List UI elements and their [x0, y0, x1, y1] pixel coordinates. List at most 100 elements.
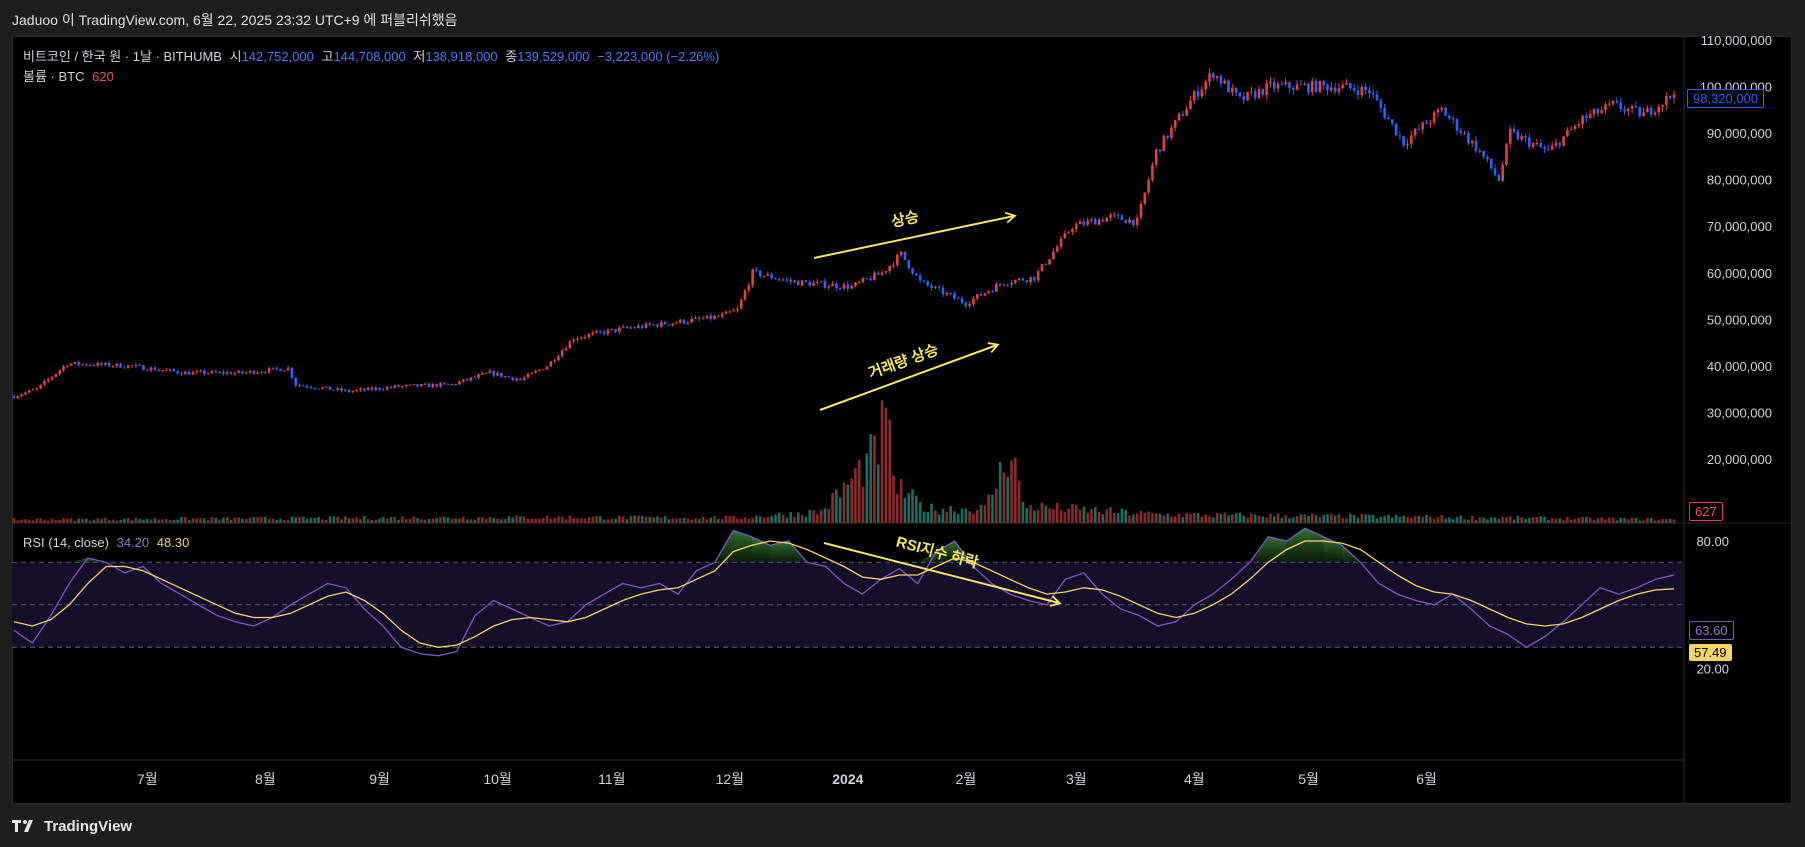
candle-body: [313, 387, 317, 389]
candle-body: [241, 370, 244, 374]
candle-body: [1539, 143, 1543, 148]
volume-bar: [1638, 520, 1642, 523]
volume-bar: [1409, 517, 1413, 523]
candle-body: [496, 372, 499, 376]
candle-body: [366, 387, 370, 391]
volume-bar: [370, 519, 374, 523]
volume-bar: [1630, 517, 1634, 523]
candle-body: [1429, 122, 1432, 124]
candle-body: [1615, 100, 1619, 103]
volume-bar: [85, 518, 88, 523]
volume-bar: [126, 517, 130, 523]
candle-body: [168, 369, 172, 371]
candle-body: [1577, 124, 1581, 126]
volume-bar: [336, 516, 339, 523]
volume-bar: [1429, 517, 1432, 523]
volume-bar: [1394, 514, 1398, 523]
volume-bar: [324, 519, 328, 523]
footer-brand[interactable]: TradingView: [12, 815, 132, 837]
candle-body: [865, 278, 869, 280]
volume-bar: [1341, 518, 1345, 523]
price-tick-label: 110,000,000: [1701, 36, 1772, 48]
volume-bar: [1242, 515, 1246, 523]
candle-body: [302, 385, 305, 387]
candle-body: [454, 384, 457, 386]
candle-body: [461, 379, 465, 382]
volume-bar: [408, 519, 412, 523]
volume-bar: [1097, 511, 1101, 523]
rsi-value-tag: 63.60: [1689, 621, 1734, 640]
candle-body: [1390, 119, 1394, 124]
candle-body: [709, 315, 713, 320]
volume-bar: [1299, 514, 1303, 523]
rsi-overbought-segment: [1268, 536, 1287, 563]
candle-body: [1524, 136, 1527, 138]
volume-bar: [515, 515, 518, 523]
volume-bar: [1078, 509, 1082, 523]
volume-bar: [831, 492, 834, 523]
volume-bar: [484, 518, 488, 523]
chart-canvas[interactable]: 110,000,000100,000,00090,000,00080,000,0…: [12, 36, 1792, 804]
volume-bar: [766, 516, 770, 523]
candle-body: [1002, 284, 1006, 286]
volume-bar: [362, 516, 366, 523]
volume-bar: [1402, 515, 1405, 523]
candle-body: [503, 376, 507, 378]
volume-bar: [1276, 513, 1280, 523]
open-value: 142,752,000: [241, 49, 314, 64]
volume-bar: [1470, 515, 1474, 523]
candle-body: [427, 383, 431, 388]
volume-bar: [701, 516, 705, 523]
candle-body: [1489, 158, 1493, 169]
candle-body: [987, 291, 990, 294]
candle-body: [675, 322, 678, 324]
volume-bar: [994, 488, 998, 523]
volume-bar: [69, 518, 73, 523]
candle-body: [968, 304, 971, 306]
candle-body: [1250, 91, 1253, 93]
footer-brand-label: TradingView: [44, 817, 133, 835]
candle-body: [1299, 84, 1303, 86]
candle-body: [762, 275, 766, 277]
volume-bar: [1162, 515, 1166, 523]
volume-bar: [283, 519, 286, 523]
volume-bar: [1284, 515, 1287, 523]
candle-body: [199, 370, 202, 372]
volume-up-arrow: [819, 342, 1000, 411]
candle-body: [732, 310, 735, 312]
volume-bar: [1421, 517, 1425, 523]
candle-body: [1611, 100, 1615, 104]
rsi-label[interactable]: RSI (14, close): [23, 535, 109, 550]
volume-bar: [1646, 518, 1649, 523]
volume-bar: [142, 519, 145, 523]
candle-body: [1501, 164, 1504, 181]
candle-body: [507, 376, 511, 378]
volume-legend: 볼륨 · BTC 620: [23, 66, 118, 85]
annotation-volume-up: 거래량 상승: [866, 340, 941, 382]
chart-frame[interactable]: [12, 36, 1792, 804]
volume-bar: [1272, 516, 1276, 523]
volume-bar: [667, 519, 671, 523]
close-value: 139,529,000: [517, 49, 590, 64]
candle-body: [1417, 128, 1421, 130]
volume-bar: [922, 511, 926, 523]
symbol-label[interactable]: 비트코인 / 한국 원 · 1날 · BITHUMB: [23, 49, 222, 64]
volume-label[interactable]: 볼륨 · BTC: [23, 69, 85, 84]
candle-body: [172, 369, 176, 372]
volume-bar: [1634, 518, 1638, 523]
volume-bar: [1356, 517, 1360, 523]
volume-bar: [1497, 518, 1501, 523]
candle-body: [1192, 91, 1196, 101]
volume-bar: [1109, 507, 1112, 523]
volume-bar: [659, 517, 663, 523]
volume-bar: [1151, 513, 1154, 523]
volume-bar: [237, 517, 240, 523]
candle-body: [130, 365, 134, 367]
volume-bar: [560, 517, 564, 523]
volume-bar: [1569, 519, 1573, 523]
candle-body: [229, 372, 233, 375]
volume-bar: [728, 516, 732, 523]
volume-bar: [214, 517, 218, 523]
candle-body: [1550, 145, 1554, 150]
volume-bar: [96, 518, 100, 523]
